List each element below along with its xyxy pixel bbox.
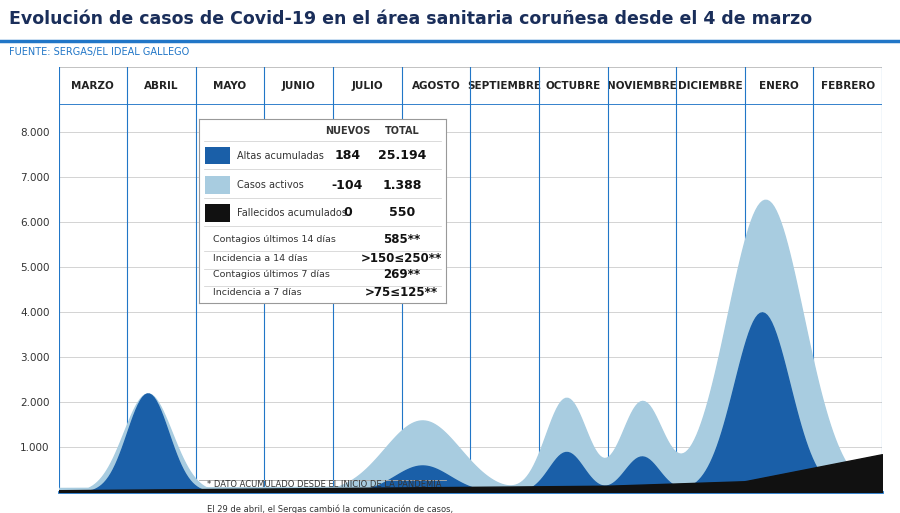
Text: 269**: 269** xyxy=(383,268,420,281)
Text: Evolución de casos de Covid-19 en el área sanitaria coruñesa desde el 4 de marzo: Evolución de casos de Covid-19 en el áre… xyxy=(9,10,812,28)
Text: TOTAL: TOTAL xyxy=(384,126,419,136)
Text: DICIEMBRE: DICIEMBRE xyxy=(678,81,742,91)
Text: Altas acumuladas: Altas acumuladas xyxy=(238,151,324,161)
Text: Incidencia a 7 días: Incidencia a 7 días xyxy=(212,288,302,297)
Text: * DATO ACUMULADO DESDE EL INICIO DE LA PANDEMIA

El 29 de abril, el Sergas cambi: * DATO ACUMULADO DESDE EL INICIO DE LA P… xyxy=(207,480,454,513)
Text: SEPTIEMBRE: SEPTIEMBRE xyxy=(468,81,542,91)
Text: >150≤250**: >150≤250** xyxy=(361,251,443,265)
Text: 0: 0 xyxy=(343,206,352,220)
Text: Fallecidos acumulados: Fallecidos acumulados xyxy=(238,208,347,218)
Bar xyxy=(205,176,230,194)
Text: ABRIL: ABRIL xyxy=(144,81,179,91)
Bar xyxy=(205,147,230,164)
Text: 550: 550 xyxy=(389,206,415,220)
Text: 1.388: 1.388 xyxy=(382,179,421,192)
Text: >75≤125**: >75≤125** xyxy=(365,286,438,299)
Text: Contagios últimos 14 días: Contagios últimos 14 días xyxy=(212,235,336,244)
Text: FUENTE: SERGAS/EL IDEAL GALLEGO: FUENTE: SERGAS/EL IDEAL GALLEGO xyxy=(9,47,189,56)
Text: Contagios últimos 7 días: Contagios últimos 7 días xyxy=(212,270,329,279)
Text: 184: 184 xyxy=(334,149,361,162)
Text: 585**: 585** xyxy=(383,233,420,246)
Text: AGOSTO: AGOSTO xyxy=(411,81,460,91)
Text: Casos activos: Casos activos xyxy=(238,180,304,190)
Text: FEBRERO: FEBRERO xyxy=(821,81,875,91)
Text: JULIO: JULIO xyxy=(352,81,383,91)
Text: 25.194: 25.194 xyxy=(378,149,426,162)
Text: -104: -104 xyxy=(332,179,363,192)
Text: OCTUBRE: OCTUBRE xyxy=(545,81,601,91)
Text: NOVIEMBRE: NOVIEMBRE xyxy=(607,81,677,91)
Text: MAYO: MAYO xyxy=(213,81,247,91)
Text: MARZO: MARZO xyxy=(71,81,114,91)
Text: NUEVOS: NUEVOS xyxy=(325,126,370,136)
Bar xyxy=(205,204,230,222)
Text: JUNIO: JUNIO xyxy=(282,81,316,91)
Text: ENERO: ENERO xyxy=(760,81,799,91)
Text: Incidencia a 14 días: Incidencia a 14 días xyxy=(212,253,308,263)
